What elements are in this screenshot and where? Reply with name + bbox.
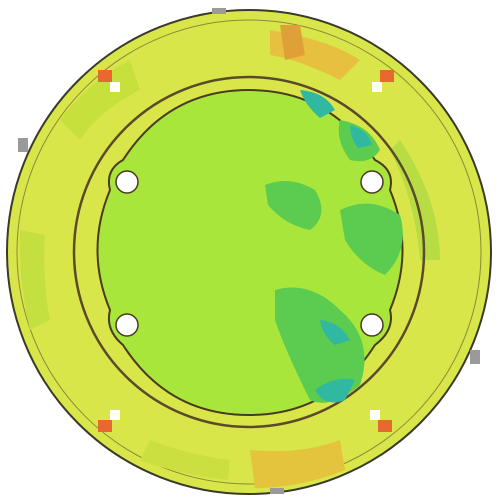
stress-patch bbox=[350, 125, 372, 148]
hole bbox=[360, 170, 384, 194]
ring-patch bbox=[280, 25, 305, 60]
stress-patch bbox=[300, 90, 335, 118]
stress-patch bbox=[315, 378, 355, 403]
ring-patch bbox=[60, 60, 140, 140]
inner-ring-line bbox=[72, 75, 426, 429]
stress-patch bbox=[275, 287, 365, 403]
ring-patch bbox=[19, 230, 50, 330]
hotspot bbox=[378, 420, 392, 432]
tab bbox=[270, 488, 284, 494]
hole bbox=[360, 313, 384, 337]
ring-patch bbox=[250, 440, 345, 488]
hole bbox=[115, 170, 139, 194]
hole bbox=[115, 313, 139, 337]
hotspot bbox=[110, 82, 120, 92]
tab bbox=[470, 350, 480, 364]
hotspot bbox=[98, 420, 112, 432]
ring-edge bbox=[16, 19, 482, 485]
ring-patch bbox=[140, 440, 230, 480]
hotspot bbox=[380, 70, 394, 82]
stress-patch bbox=[320, 320, 350, 345]
tab bbox=[212, 8, 226, 14]
tab bbox=[18, 138, 28, 152]
hotspot bbox=[110, 410, 120, 420]
hotspot bbox=[370, 410, 380, 420]
hotspot bbox=[372, 82, 382, 92]
stress-patch bbox=[340, 203, 403, 275]
stress-patch bbox=[265, 181, 322, 230]
hotspot bbox=[98, 70, 112, 82]
